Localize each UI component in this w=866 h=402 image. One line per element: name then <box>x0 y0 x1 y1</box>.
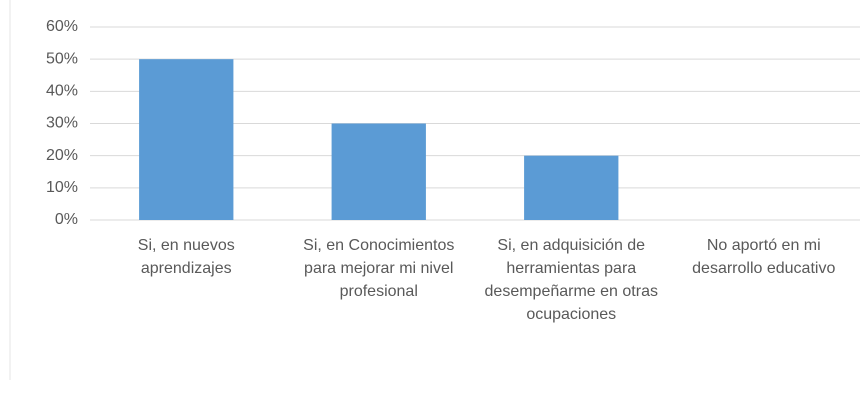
x-tick-label: Si, en adquisición de herramientas para … <box>484 237 658 323</box>
y-tick-label: 20% <box>46 147 78 164</box>
bar <box>524 155 619 220</box>
y-tick-label: 0% <box>55 211 78 228</box>
y-tick-label: 10% <box>46 179 78 196</box>
y-tick-label: 60% <box>46 18 78 35</box>
x-tick-label: Si, en Conocimientos para mejorar mi niv… <box>303 237 455 300</box>
bar <box>331 123 426 220</box>
y-tick-label: 40% <box>46 83 78 100</box>
y-tick-label: 50% <box>46 50 78 67</box>
x-tick-label: Si, en nuevos aprendizajes <box>137 237 235 277</box>
y-tick-label: 30% <box>46 115 78 132</box>
x-tick-label: No aportó en mi desarrollo educativo <box>692 237 836 277</box>
bar <box>139 59 234 220</box>
